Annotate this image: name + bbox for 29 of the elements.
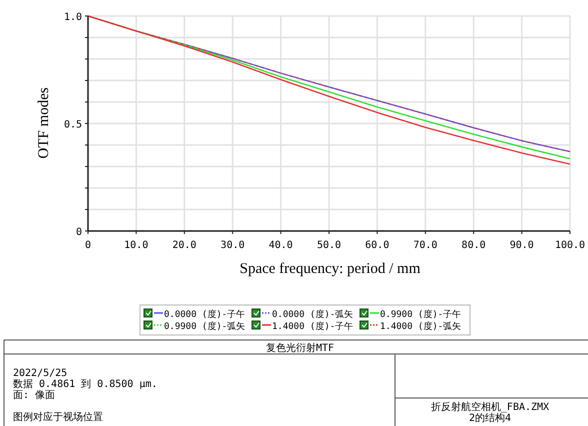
x-tick-label: 60.0 (365, 240, 390, 251)
text: 2的结构4 (468, 412, 512, 424)
text: 面: 像面 (13, 389, 56, 401)
x-tick-label: 20.0 (172, 240, 196, 251)
x-tick-label: 90.0 (510, 240, 534, 251)
text: 图例对应于视场位置 (13, 411, 103, 423)
legend-label: 0.0000 (度)-弧矢 (272, 309, 354, 320)
x-tick-label: 80.0 (462, 240, 486, 251)
text: 2022/5/25 (13, 368, 68, 379)
x-tick-label: 10.0 (124, 240, 148, 251)
text: 折反射航空相机_FBA.ZMX (430, 401, 550, 413)
y-tick-label: 0 (76, 227, 82, 238)
x-tick-label: 100.0 (554, 240, 586, 251)
x-tick-label: 40.0 (268, 240, 293, 251)
y-tick-label: 1.0 (64, 12, 82, 23)
x-tick-label: 30.0 (220, 240, 245, 251)
x-tick-label: 0 (84, 240, 92, 251)
y-tick-label: 0.5 (64, 120, 82, 130)
x-tick-label: 70.0 (413, 240, 438, 251)
legend-label: 0.0000 (度)-子午 (164, 309, 246, 320)
x-tick-label: 50.0 (316, 240, 342, 251)
legend-label: 1.4000 (度)-弧矢 (380, 321, 462, 332)
y-axis-title: OTF modes (36, 87, 52, 159)
legend-label: 1.4000 (度)-子午 (272, 321, 354, 332)
legend-label: 0.9900 (度)-子午 (380, 309, 462, 320)
text: 数据 0.4861 到 0.8500 µm. (13, 378, 158, 390)
legend-label: 0.9900 (度)-弧矢 (164, 321, 246, 332)
text: 复色光衍射MTF (266, 342, 334, 354)
x-axis-title: Space frequency: period / mm (240, 261, 421, 277)
